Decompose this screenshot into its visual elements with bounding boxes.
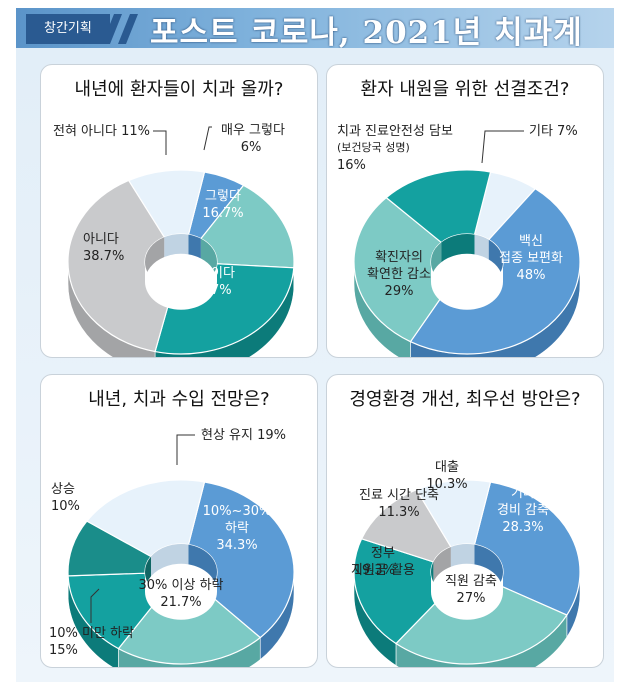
donut-slice-2 [353,538,446,645]
donut-inner-wall-0 [188,234,201,259]
donut-inner-wall-0 [474,544,503,592]
slice-label: 확진자의 [375,250,423,265]
donut-inner-wall-2 [431,242,442,282]
donut-chart: 매우 그렇다 6% 그렇다 16.7% 보통이다 27.7% 아니다 38.7% 전혀 아니다 … [53,123,295,357]
slice-label: 상승 [51,482,75,497]
leader-line [176,434,195,465]
donut-inner-wall-0 [474,234,489,260]
slice-label: (보건당국 성명) [337,141,410,154]
slice-value-label: 38.7% [83,249,124,264]
donut-inner-wall-1 [200,238,217,282]
chart-title: 내년, 치과 수입 전망은? [88,389,270,410]
slice-label: 매우 그렇다 [221,123,285,138]
slice-label: 10%~30% [203,504,272,519]
slice-label: 30% 이상 하락 [139,578,224,593]
slice-label: 기타 7% [529,124,578,139]
slice-label: 백신 [519,234,543,249]
leader-line [90,588,100,623]
donut-slice-3 [67,179,174,353]
leader-line [481,130,524,164]
slice-value-label: 28.3% [502,520,543,535]
donut-hole [145,234,217,310]
slice-label: 대출 [435,460,459,475]
chart-title: 내년에 환자들이 치과 올까? [74,79,284,100]
donut-hole-floor [431,572,503,620]
slice-label: 직원 감축 [445,574,497,589]
slice-value-label: 27% [457,591,486,606]
slice-value-label: 29% [385,284,414,299]
donut-hole-floor [431,262,503,310]
slice-label: 접종 보편화 [499,251,563,266]
donut-hole-floor [145,262,217,310]
donut-hole [431,544,503,620]
slice-label: 그렇다 [205,189,241,204]
donut-inner-wall-4 [151,544,189,577]
slice-label: 확연한 감소 [367,267,431,282]
page-title: 포스트 코로나, 2021년 치과계 [150,15,583,51]
donut-slice-2 [67,572,163,650]
donut-inner-wall-3 [441,233,475,263]
section-tag: 창간기획 [26,14,110,44]
leader-line [153,130,167,155]
slice-value-label: 48% [517,268,546,283]
slice-value-label: 16.7% [202,206,243,221]
slice-value-label: 21.7% [160,595,201,610]
donut-chart: 10%~30% 하락 34.3% 30% 이상 하락 21.7% 10% 미만 하락 15%… [49,428,295,667]
slash-decoration [102,14,138,44]
slice-label: 진료 시간 단축 [359,488,439,503]
slice-label: 아니다 [83,232,119,247]
donut-inner-wall-1 [488,239,503,282]
slice-value-label: 15% [49,643,78,658]
slice-label: 10% 미만 하락 [49,626,134,641]
chart-panel-patient-return: 내년에 환자들이 치과 올까? 매우 그렇다 6% 그렇다 16.7% 보통이다 27.7… [40,64,318,358]
slice-label: 기타 [511,486,535,501]
chart-title: 환자 내원을 위한 선결조건? [360,79,570,100]
slice-label: 정부 [371,546,395,561]
slice-label: 지원금 활용 [351,563,415,578]
slice-value-label: 19.3% [354,563,395,578]
slice-label: 하락 [225,521,249,536]
donut-hole [145,544,217,620]
slice-value-label: 6% [241,140,262,155]
donut-inner-wall-3 [433,546,451,582]
slice-value-label: 10.3% [426,477,467,492]
slice-value-label: 10% [51,499,80,514]
donut-inner-wall-0 [188,544,217,592]
donut-inner-wall-3 [145,237,165,282]
slice-value-label: 11.3% [378,505,419,520]
chart-title: 경영환경 개선, 최우선 방안은? [349,389,581,410]
slice-value-label: 34.3% [216,538,257,553]
slice-label: 경비 감축 [497,503,549,518]
donut-hole [431,233,503,310]
chart-panel-income-outlook: 내년, 치과 수입 전망은? 10%~30% 하락 34.3% 30% 이상 하락 21… [40,374,318,668]
leader-line [203,126,212,151]
slice-label: 전혀 아니다 11% [53,124,150,139]
slice-label: 현상 유지 19% [201,428,286,443]
donut-inner-wall-4 [164,234,189,257]
slice-value-label: 16% [337,158,366,173]
slice-label: 치과 진료안전성 담보 [337,124,453,139]
slice-value-label: 27.7% [190,283,231,298]
donut-inner-wall-4 [450,544,475,567]
slice-label: 보통이다 [187,266,235,281]
donut-hole-floor [145,572,217,620]
